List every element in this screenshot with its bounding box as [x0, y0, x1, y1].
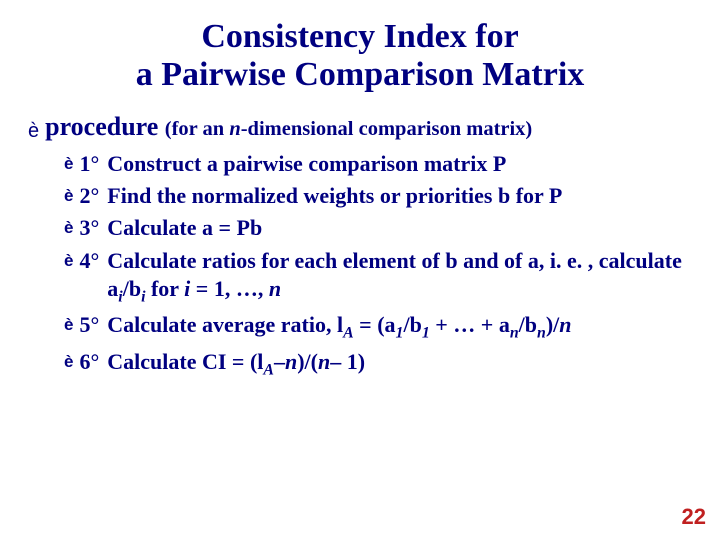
step-number: 2°	[79, 182, 99, 210]
arrow-icon: è	[64, 250, 73, 272]
step-item: è 2° Find the normalized weights or priori…	[64, 182, 692, 210]
title-line-1: Consistency Index for	[201, 18, 518, 55]
step-item: è 3° Calculate a = Pb	[64, 214, 692, 242]
step-text: Calculate CI = (lA–n)/(n– 1)	[107, 348, 692, 381]
step-number: 5°	[79, 311, 99, 339]
step-text: Calculate ratios for each element of b a…	[107, 247, 692, 308]
procedure-paren: (for an n-dimensional comparison matrix)	[165, 118, 533, 140]
step-text: Calculate average ratio, lA = (a1/b1 + ……	[107, 311, 692, 344]
step-item: è 1° Construct a pairwise comparison matri…	[64, 150, 692, 178]
page-number: 22	[682, 504, 706, 530]
steps-list: è 1° Construct a pairwise comparison matri…	[28, 150, 692, 381]
arrow-icon: è	[64, 351, 73, 373]
arrow-icon: è	[64, 153, 73, 175]
arrow-icon: è	[64, 217, 73, 239]
slide-title: Consistency Index for a Pairwise Compari…	[28, 18, 692, 94]
step-number: 1°	[79, 150, 99, 178]
step-text: Calculate a = Pb	[107, 214, 692, 242]
procedure-heading: è procedure (for an n-dimensional compar…	[28, 112, 692, 142]
step-item: è 4° Calculate ratios for each element of …	[64, 247, 692, 308]
step-number: 6°	[79, 348, 99, 376]
arrow-icon: è	[64, 185, 73, 207]
title-line-2: a Pairwise Comparison Matrix	[136, 56, 585, 93]
slide: Consistency Index for a Pairwise Compari…	[0, 0, 720, 540]
arrow-icon: è	[28, 120, 39, 143]
step-text: Construct a pairwise comparison matrix P	[107, 150, 692, 178]
step-item: è 6° Calculate CI = (lA–n)/(n– 1)	[64, 348, 692, 381]
step-text: Find the normalized weights or prioritie…	[107, 182, 692, 210]
procedure-word: procedure	[45, 112, 158, 141]
step-number: 3°	[79, 214, 99, 242]
step-item: è 5° Calculate average ratio, lA = (a1/b1 …	[64, 311, 692, 344]
step-number: 4°	[79, 247, 99, 275]
arrow-icon: è	[64, 314, 73, 336]
